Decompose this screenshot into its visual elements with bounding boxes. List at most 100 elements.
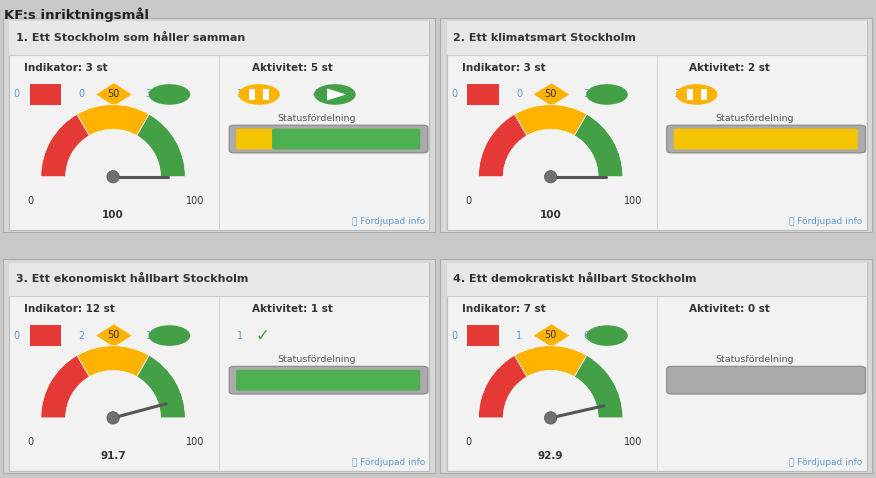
Text: 3: 3 bbox=[145, 89, 152, 99]
Circle shape bbox=[149, 84, 190, 105]
FancyBboxPatch shape bbox=[701, 89, 707, 100]
Polygon shape bbox=[533, 324, 569, 347]
Polygon shape bbox=[327, 88, 346, 100]
Circle shape bbox=[107, 171, 119, 183]
Wedge shape bbox=[514, 105, 587, 136]
FancyBboxPatch shape bbox=[9, 22, 429, 230]
Wedge shape bbox=[137, 355, 186, 418]
Text: Indikator: 7 st: Indikator: 7 st bbox=[462, 304, 546, 314]
Text: 2. Ett klimatsmart Stockholm: 2. Ett klimatsmart Stockholm bbox=[453, 33, 636, 43]
Text: Indikator: 3 st: Indikator: 3 st bbox=[462, 63, 546, 73]
FancyBboxPatch shape bbox=[9, 22, 429, 54]
Text: Statusfördelning: Statusfördelning bbox=[278, 355, 356, 364]
Text: 1: 1 bbox=[237, 331, 243, 341]
FancyBboxPatch shape bbox=[3, 18, 436, 233]
Circle shape bbox=[586, 84, 628, 105]
Text: 3. Ett ekonomiskt hållbart Stockholm: 3. Ett ekonomiskt hållbart Stockholm bbox=[16, 274, 248, 284]
FancyBboxPatch shape bbox=[687, 89, 693, 100]
Text: 0: 0 bbox=[27, 437, 33, 447]
Text: 50: 50 bbox=[545, 330, 557, 340]
Wedge shape bbox=[514, 346, 587, 377]
FancyBboxPatch shape bbox=[230, 366, 428, 394]
Circle shape bbox=[314, 84, 356, 105]
Circle shape bbox=[676, 84, 717, 105]
Wedge shape bbox=[41, 355, 89, 418]
Text: Aktivitet: 2 st: Aktivitet: 2 st bbox=[689, 63, 770, 73]
Text: KF:s inriktningsmål: KF:s inriktningsmål bbox=[4, 7, 150, 22]
Text: 100: 100 bbox=[187, 437, 205, 447]
Text: Indikator: 12 st: Indikator: 12 st bbox=[25, 304, 115, 314]
Text: 100: 100 bbox=[624, 437, 642, 447]
Text: 🔍 Fördjupad info: 🔍 Fördjupad info bbox=[789, 217, 863, 226]
FancyBboxPatch shape bbox=[468, 84, 498, 105]
Text: Statusfördelning: Statusfördelning bbox=[715, 114, 794, 122]
Text: 0: 0 bbox=[465, 437, 471, 447]
Text: 100: 100 bbox=[624, 196, 642, 206]
Text: 1. Ett Stockholm som håller samman: 1. Ett Stockholm som håller samman bbox=[16, 33, 245, 43]
Wedge shape bbox=[41, 114, 89, 177]
Wedge shape bbox=[478, 355, 527, 418]
Text: 🔍 Fördjupad info: 🔍 Fördjupad info bbox=[789, 458, 863, 467]
Text: 0: 0 bbox=[465, 196, 471, 206]
FancyBboxPatch shape bbox=[237, 129, 277, 150]
Text: 10: 10 bbox=[145, 331, 158, 341]
Wedge shape bbox=[478, 114, 527, 177]
Text: 0: 0 bbox=[27, 196, 33, 206]
FancyBboxPatch shape bbox=[674, 129, 858, 150]
Circle shape bbox=[149, 325, 190, 346]
Text: 🔍 Fördjupad info: 🔍 Fördjupad info bbox=[352, 217, 425, 226]
Wedge shape bbox=[575, 114, 623, 177]
Text: 0: 0 bbox=[79, 89, 85, 99]
Text: 0: 0 bbox=[516, 89, 522, 99]
Text: 2: 2 bbox=[675, 89, 681, 99]
FancyBboxPatch shape bbox=[440, 18, 873, 233]
Text: 1: 1 bbox=[516, 331, 522, 341]
Text: 50: 50 bbox=[107, 89, 119, 99]
Wedge shape bbox=[77, 105, 149, 136]
Text: Aktivitet: 1 st: Aktivitet: 1 st bbox=[251, 304, 333, 314]
Text: 0: 0 bbox=[13, 89, 19, 99]
Text: Indikator: 3 st: Indikator: 3 st bbox=[25, 63, 108, 73]
Polygon shape bbox=[96, 324, 131, 347]
Text: 92.9: 92.9 bbox=[538, 451, 563, 461]
Text: 3: 3 bbox=[583, 89, 590, 99]
Text: 6: 6 bbox=[583, 331, 590, 341]
Text: 91.7: 91.7 bbox=[100, 451, 126, 461]
FancyBboxPatch shape bbox=[272, 129, 420, 150]
FancyBboxPatch shape bbox=[249, 89, 255, 100]
Polygon shape bbox=[96, 83, 131, 106]
FancyBboxPatch shape bbox=[667, 366, 865, 394]
FancyBboxPatch shape bbox=[263, 89, 269, 100]
Text: Statusfördelning: Statusfördelning bbox=[715, 355, 794, 364]
FancyBboxPatch shape bbox=[9, 262, 429, 296]
Text: 100: 100 bbox=[540, 209, 562, 219]
Text: ✓: ✓ bbox=[256, 326, 270, 345]
Circle shape bbox=[545, 171, 557, 183]
Circle shape bbox=[545, 412, 557, 424]
Text: 4: 4 bbox=[313, 89, 319, 99]
Text: Aktivitet: 5 st: Aktivitet: 5 st bbox=[251, 63, 333, 73]
Wedge shape bbox=[137, 114, 186, 177]
FancyBboxPatch shape bbox=[468, 325, 498, 346]
FancyBboxPatch shape bbox=[447, 262, 867, 296]
FancyBboxPatch shape bbox=[447, 22, 867, 230]
Text: 🔍 Fördjupad info: 🔍 Fördjupad info bbox=[352, 458, 425, 467]
FancyBboxPatch shape bbox=[9, 262, 429, 471]
FancyBboxPatch shape bbox=[667, 125, 865, 153]
Text: 50: 50 bbox=[107, 330, 119, 340]
Circle shape bbox=[107, 412, 119, 424]
Text: 2: 2 bbox=[79, 331, 85, 341]
Text: Aktivitet: 0 st: Aktivitet: 0 st bbox=[689, 304, 770, 314]
Wedge shape bbox=[575, 355, 623, 418]
Text: 0: 0 bbox=[13, 331, 19, 341]
Text: 1: 1 bbox=[237, 89, 243, 99]
FancyBboxPatch shape bbox=[230, 125, 428, 153]
FancyBboxPatch shape bbox=[440, 260, 873, 474]
Text: 100: 100 bbox=[102, 209, 124, 219]
Polygon shape bbox=[533, 83, 569, 106]
FancyBboxPatch shape bbox=[447, 22, 867, 54]
Text: 50: 50 bbox=[545, 89, 557, 99]
Circle shape bbox=[238, 84, 279, 105]
Text: 0: 0 bbox=[451, 331, 457, 341]
Circle shape bbox=[586, 325, 628, 346]
